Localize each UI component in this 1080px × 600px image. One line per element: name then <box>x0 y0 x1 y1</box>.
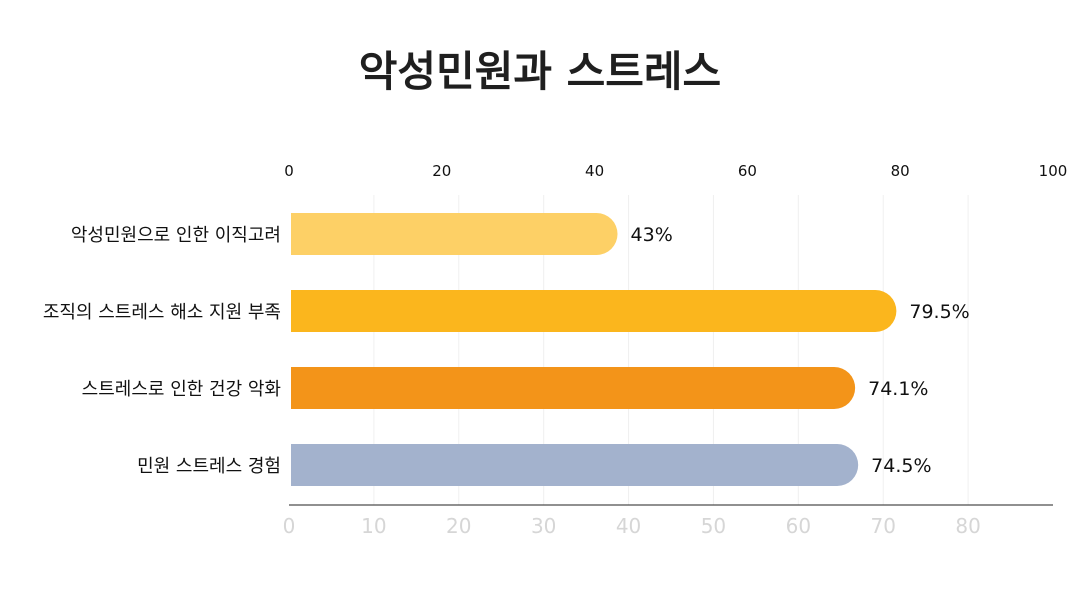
bottom-axis-tick-label: 20 <box>446 514 471 538</box>
bottom-axis-tick-label: 70 <box>870 514 895 538</box>
bar <box>291 444 859 486</box>
bottom-axis-tick-label: 0 <box>283 514 296 538</box>
category-label: 악성민원으로 인한 이직고려 <box>71 225 281 246</box>
bottom-axis-tick-label: 40 <box>616 514 641 538</box>
top-axis-tick-label: 40 <box>585 162 604 180</box>
category-label: 민원 스트레스 경험 <box>137 456 281 477</box>
bottom-axis-tick-label: 80 <box>955 514 980 538</box>
data-label: 74.5% <box>871 455 931 477</box>
top-axis-tick-label: 80 <box>891 162 910 180</box>
bottom-axis-tick-label: 50 <box>701 514 726 538</box>
bottom-axis-tick-label: 10 <box>361 514 386 538</box>
bar <box>291 290 897 332</box>
data-label: 74.1% <box>868 378 928 400</box>
data-label: 43% <box>631 224 673 246</box>
top-axis-tick-label: 20 <box>432 162 451 180</box>
bar <box>291 213 618 255</box>
data-label: 79.5% <box>909 301 969 323</box>
category-label: 조직의 스트레스 해소 지원 부족 <box>43 302 281 323</box>
bar <box>291 367 856 409</box>
category-label: 스트레스로 인한 건강 악화 <box>82 379 281 400</box>
chart-title: 악성민원과 스트레스 <box>358 47 722 96</box>
bottom-axis-tick-label: 60 <box>786 514 811 538</box>
top-axis-tick-label: 100 <box>1039 162 1068 180</box>
top-axis-tick-label: 60 <box>738 162 757 180</box>
top-axis-tick-label: 0 <box>284 162 294 180</box>
bottom-axis-tick-label: 30 <box>531 514 556 538</box>
